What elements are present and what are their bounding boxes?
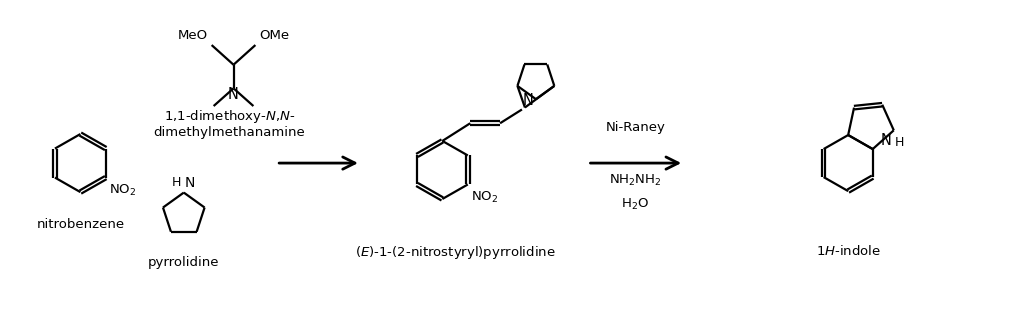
Text: N: N — [881, 133, 892, 148]
Text: H$_2$O: H$_2$O — [622, 197, 649, 212]
Text: NO$_2$: NO$_2$ — [109, 183, 136, 198]
Text: ($E$)-1-(2-nitrostyryl)pyrrolidine: ($E$)-1-(2-nitrostyryl)pyrrolidine — [355, 244, 556, 261]
Text: OMe: OMe — [259, 29, 290, 42]
Text: 1,1-dimethoxy-$N$,$N$-: 1,1-dimethoxy-$N$,$N$- — [164, 108, 295, 125]
Text: N: N — [184, 176, 196, 190]
Text: nitrobenzene: nitrobenzene — [36, 218, 125, 231]
Text: MeO: MeO — [177, 29, 208, 42]
Text: pyrrolidine: pyrrolidine — [148, 256, 219, 269]
Text: H: H — [171, 176, 181, 189]
Text: Ni-Raney: Ni-Raney — [605, 121, 666, 134]
Text: NH$_2$NH$_2$: NH$_2$NH$_2$ — [609, 173, 662, 188]
Text: N: N — [228, 87, 239, 103]
Text: N: N — [522, 93, 534, 108]
Text: dimethylmethanamine: dimethylmethanamine — [154, 126, 305, 139]
Text: H: H — [895, 136, 904, 149]
Text: NO$_2$: NO$_2$ — [471, 190, 498, 205]
Text: 1$H$-indole: 1$H$-indole — [816, 244, 881, 258]
